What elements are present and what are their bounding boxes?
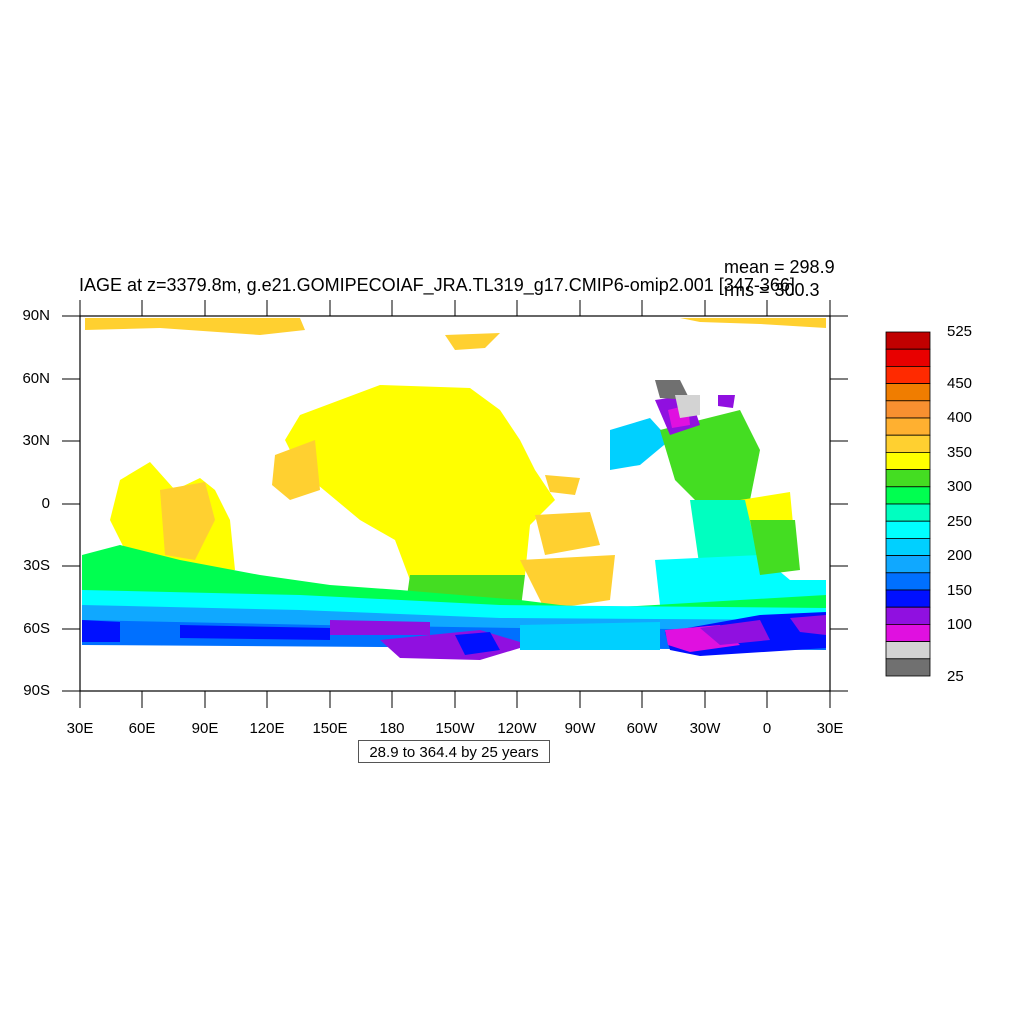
lon-label: 120E [242, 720, 292, 737]
colorbar-label: 450 [947, 375, 972, 392]
lat-label: 90N [20, 307, 50, 324]
colorbar-swatch [886, 401, 930, 418]
colorbar-swatch [886, 349, 930, 366]
rms-stat: rms = 300.3 [724, 280, 820, 301]
lat-label: 30S [20, 557, 50, 574]
lat-label: 30N [20, 432, 50, 449]
lon-label: 60E [117, 720, 167, 737]
lon-label: 30E [55, 720, 105, 737]
lon-label: 120W [492, 720, 542, 737]
colorbar-swatch [886, 556, 930, 573]
colorbar [886, 332, 930, 676]
colorbar-swatch [886, 659, 930, 676]
colorbar-label: 250 [947, 513, 972, 530]
colorbar-swatch [886, 538, 930, 555]
lon-label: 30W [680, 720, 730, 737]
colorbar-label: 525 [947, 323, 972, 340]
colorbar-swatch [886, 418, 930, 435]
colorbar-label: 300 [947, 478, 972, 495]
colorbar-label: 25 [947, 668, 964, 685]
colorbar-label: 150 [947, 582, 972, 599]
lat-label: 90S [20, 682, 50, 699]
colorbar-swatch [886, 332, 930, 349]
colorbar-swatch [886, 521, 930, 538]
colorbar-swatch [886, 607, 930, 624]
colorbar-swatch [886, 435, 930, 452]
lon-label: 90E [180, 720, 230, 737]
colorbar-swatch [886, 590, 930, 607]
colorbar-swatch [886, 452, 930, 469]
lon-label: 150E [305, 720, 355, 737]
colorbar-label: 350 [947, 444, 972, 461]
colorbar-swatch [886, 624, 930, 641]
colorbar-swatch [886, 384, 930, 401]
lon-label: 30E [805, 720, 855, 737]
lon-label: 60W [617, 720, 667, 737]
contour-range-note: 28.9 to 364.4 by 25 years [358, 740, 550, 763]
ocean-field [82, 318, 826, 660]
lat-label: 60S [20, 620, 50, 637]
colorbar-swatch [886, 642, 930, 659]
colorbar-swatch [886, 573, 930, 590]
colorbar-label: 200 [947, 547, 972, 564]
colorbar-swatch [886, 366, 930, 383]
lat-label: 60N [20, 370, 50, 387]
colorbar-label: 400 [947, 409, 972, 426]
colorbar-swatch [886, 470, 930, 487]
lat-label: 0 [20, 495, 50, 512]
colorbar-swatch [886, 487, 930, 504]
lon-label: 90W [555, 720, 605, 737]
colorbar-label: 100 [947, 616, 972, 633]
lon-label: 180 [367, 720, 417, 737]
map-title: IAGE at z=3379.8m, g.e21.GOMIPECOIAF_JRA… [79, 275, 795, 296]
mean-stat: mean = 298.9 [724, 257, 835, 278]
lon-label: 0 [742, 720, 792, 737]
colorbar-swatch [886, 504, 930, 521]
lon-label: 150W [430, 720, 480, 737]
